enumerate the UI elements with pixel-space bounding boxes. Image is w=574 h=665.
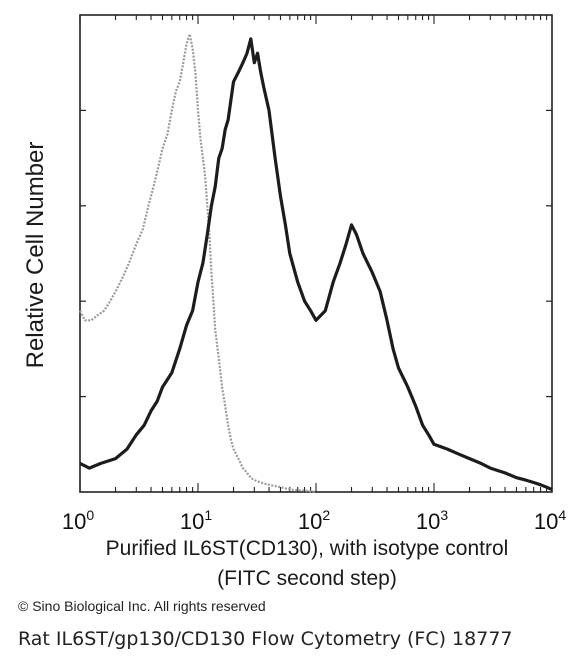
x-tick-label: 100 <box>62 507 94 534</box>
copyright-notice: © Sino Biological Inc. All rights reserv… <box>18 598 266 614</box>
sample-line <box>79 37 553 492</box>
histogram-chart: 100 101 102 103 104 <box>62 14 566 534</box>
plot-area: 100 101 102 103 104 <box>62 14 566 534</box>
figure-caption: Rat IL6ST/gp130/CD130 Flow Cytometry (FC… <box>18 628 513 650</box>
isotype-control-line <box>79 32 317 494</box>
x-tick-label: 101 <box>180 507 212 534</box>
x-tick-label: 104 <box>534 507 566 534</box>
x-axis-label-line2: (FITC second step) <box>217 567 397 590</box>
x-tick-label: 102 <box>298 507 330 534</box>
plot-frame <box>79 14 553 493</box>
x-tick-label: 103 <box>416 507 448 534</box>
y-axis-label: Relative Cell Number <box>22 141 49 369</box>
x-axis-label-line1: Purified IL6ST(CD130), with isotype cont… <box>105 537 509 560</box>
